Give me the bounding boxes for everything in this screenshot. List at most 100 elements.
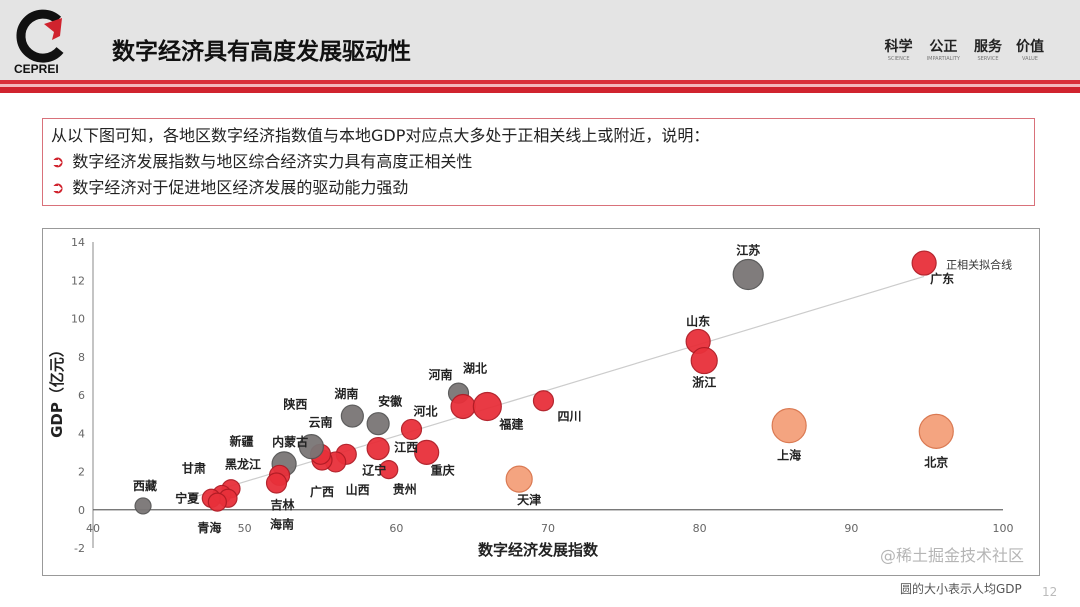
- data-label: 广东: [930, 271, 954, 286]
- data-label: 云南: [308, 414, 332, 429]
- value-en: VALUE: [1022, 56, 1038, 62]
- data-label: 安徽: [378, 394, 403, 409]
- value-item: 价值 VALUE: [1016, 36, 1044, 62]
- bullet-text: 数字经济对于促进地区经济发展的驱动能力强劲: [72, 178, 409, 197]
- value-zh: 服务: [974, 39, 1002, 55]
- value-zh: 公正: [929, 39, 958, 55]
- values-strip: 科学 SCIENCE 公正 IMPARTIALITY 服务 SERVICE 价值 VAL…: [885, 36, 1044, 62]
- value-item: 公正 IMPARTIALITY: [927, 36, 960, 62]
- data-label: 青海: [197, 520, 221, 535]
- bubble-天津: [505, 465, 533, 493]
- x-tick-label: 80: [693, 522, 707, 535]
- bubble-福建: [472, 391, 502, 422]
- data-label: 浙江: [692, 375, 716, 390]
- y-tick-label: 14: [71, 236, 85, 249]
- arrow-bullet-icon: ➲: [51, 178, 65, 197]
- x-tick-label: 100: [993, 522, 1014, 535]
- x-tick-label: 60: [389, 522, 403, 535]
- bubble-北京: [918, 413, 954, 449]
- data-label: 吉林: [271, 497, 295, 512]
- y-tick-label: 8: [78, 351, 85, 364]
- data-label: 江西: [394, 440, 418, 455]
- bubble-江西: [366, 436, 390, 461]
- y-axis-label: GDP（亿元）: [48, 342, 66, 438]
- x-tick-label: 70: [541, 522, 555, 535]
- bubble-湖南: [340, 404, 364, 428]
- bubble-广东: [911, 250, 937, 276]
- data-label: 西藏: [133, 478, 157, 493]
- value-en: SCIENCE: [887, 56, 910, 62]
- bubble-青海: [207, 492, 227, 512]
- watermark: @稀土掘金技术社区: [880, 546, 1025, 565]
- header-divider: [0, 80, 1080, 84]
- value-item: 服务 SERVICE: [974, 36, 1002, 62]
- summary-lead: 从以下图可知，各地区数字经济指数值与本地GDP对应点大多处于正相关线上或附近，说…: [51, 126, 710, 145]
- bubble-湖北: [450, 393, 476, 420]
- bubble-西藏: [134, 497, 152, 515]
- y-tick-label: 2: [78, 466, 85, 479]
- x-tick-label: 50: [238, 522, 252, 535]
- summary-box: 从以下图可知，各地区数字经济指数值与本地GDP对应点大多处于正相关线上或附近，说…: [42, 118, 1035, 206]
- data-label: 山西: [346, 482, 370, 497]
- value-item: 科学 SCIENCE: [885, 36, 913, 62]
- ceprei-logo: [16, 9, 64, 63]
- data-label: 甘肃: [182, 460, 206, 475]
- y-tick-label: 12: [71, 274, 85, 287]
- y-tick-label: 4: [78, 427, 85, 440]
- page-number: 12: [1042, 585, 1058, 599]
- data-label: 陕西: [283, 397, 307, 412]
- data-label: 山东: [686, 313, 710, 328]
- summary-bullet: ➲ 数字经济对于促进地区经济发展的驱动能力强劲: [51, 175, 1026, 201]
- x-tick-label: 40: [86, 522, 100, 535]
- arrow-bullet-icon: ➲: [51, 152, 65, 171]
- y-tick-label: 6: [78, 389, 85, 402]
- logo-text: CEPREI: [14, 62, 59, 76]
- bubble-浙江: [690, 346, 718, 375]
- header-divider: [0, 87, 1080, 93]
- footnote: 圆的大小表示人均GDP: [900, 582, 1022, 596]
- page-title: 数字经济具有高度发展驱动性: [112, 39, 411, 65]
- data-label: 天津: [517, 492, 541, 507]
- value-en: SERVICE: [977, 56, 999, 62]
- y-tick-label: 0: [78, 504, 85, 517]
- bubble-贵州: [379, 459, 399, 480]
- data-label: 广西: [310, 484, 334, 499]
- data-label: 海南: [270, 516, 294, 531]
- x-axis-label: 数字经济发展指数: [478, 541, 599, 559]
- data-label: 黑龙江: [225, 457, 261, 472]
- y-tick-label: 10: [71, 313, 85, 326]
- chart-frame: [42, 228, 1040, 576]
- data-label: 河北: [412, 403, 437, 418]
- header-divider: [0, 84, 1080, 87]
- bubble-吉林: [265, 472, 288, 494]
- data-label: 四川: [557, 410, 581, 424]
- data-label: 湖南: [334, 386, 358, 401]
- value-en: IMPARTIALITY: [926, 56, 960, 62]
- slide-header: CEPREI 数字经济具有高度发展驱动性 科学 SCIENCE 公正 IMPARTI…: [0, 0, 1080, 82]
- data-label: 河南: [428, 367, 453, 382]
- data-label: 内蒙古: [272, 434, 308, 449]
- data-label: 贵州: [393, 482, 417, 497]
- data-label: 北京: [924, 454, 948, 469]
- summary-bullet: ➲ 数字经济发展指数与地区综合经济实力具有高度正相关性: [51, 149, 1026, 175]
- bubble-四川: [532, 390, 555, 412]
- value-zh: 价值: [1016, 39, 1044, 55]
- x-tick-label: 90: [844, 522, 858, 535]
- trendline: [189, 275, 925, 499]
- bubble-河北: [400, 418, 423, 441]
- data-label: 新疆: [230, 433, 254, 448]
- y-tick-label: -2: [74, 542, 85, 555]
- data-label: 上海: [777, 448, 801, 463]
- bubble-江苏: [732, 258, 764, 291]
- bubble-陕西: [298, 434, 324, 460]
- data-label: 宁夏: [175, 490, 200, 505]
- bullet-text: 数字经济发展指数与地区综合经济实力具有高度正相关性: [72, 152, 473, 171]
- data-label: 湖北: [463, 360, 487, 375]
- value-zh: 科学: [884, 39, 913, 55]
- data-label: 重庆: [431, 462, 455, 477]
- data-label: 辽宁: [362, 462, 386, 477]
- trendline-label: 正相关拟合线: [946, 257, 1012, 271]
- data-label: 江苏: [736, 243, 760, 258]
- data-label: 福建: [498, 416, 524, 431]
